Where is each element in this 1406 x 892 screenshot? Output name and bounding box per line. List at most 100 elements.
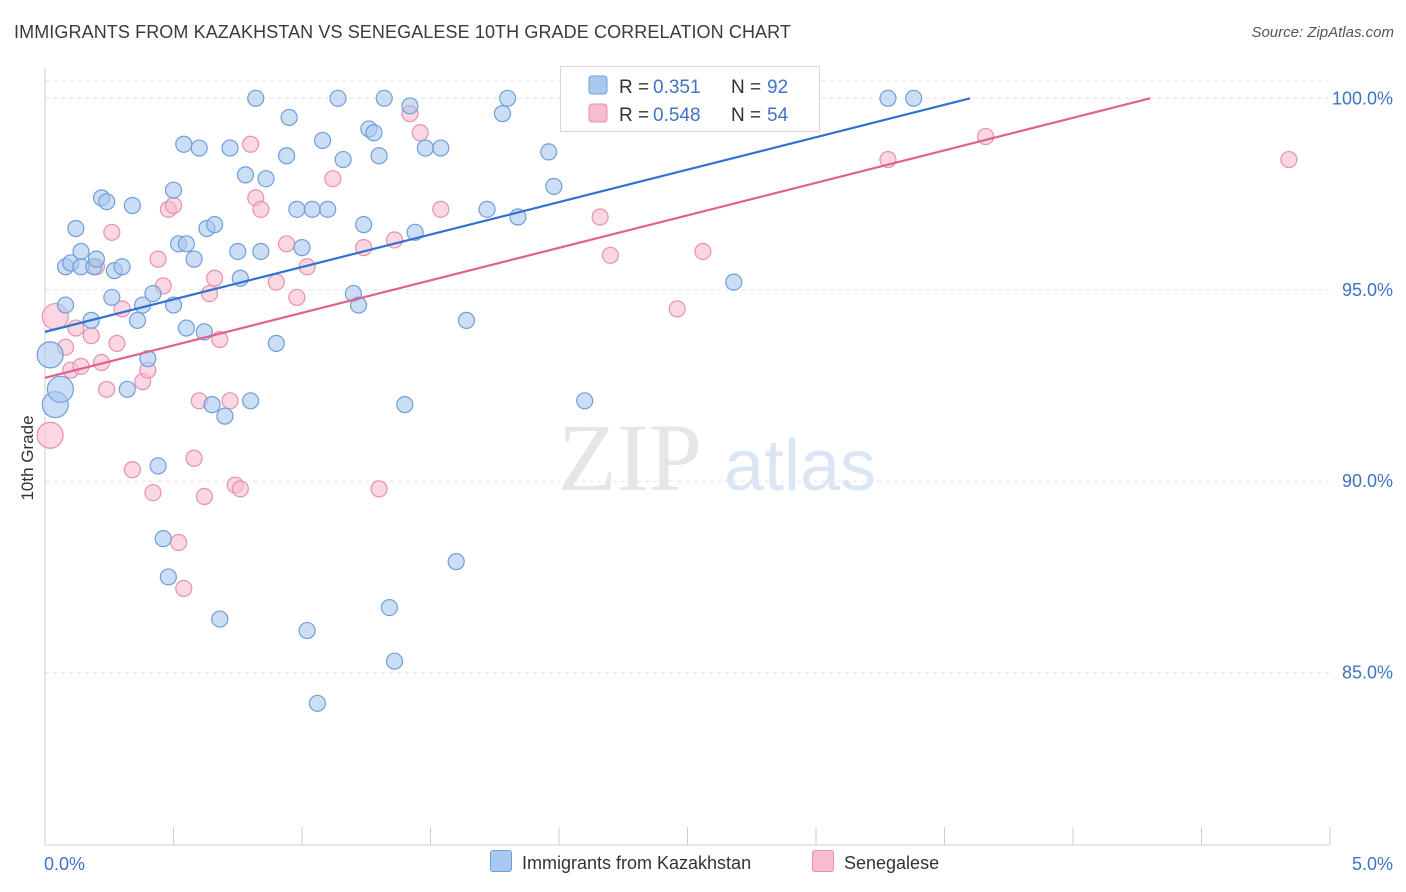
- legend-item-senegalese: Senegalese: [812, 850, 939, 874]
- kazakhstan-point: [123, 196, 141, 215]
- senegalese-point: [170, 533, 188, 552]
- kazakhstan-point: [355, 216, 373, 234]
- legend-swatch-senegalese: [812, 850, 834, 872]
- legend-label-senegalese: Senegalese: [844, 853, 940, 873]
- senegalese-point: [149, 250, 167, 268]
- kazakhstan-point: [478, 200, 496, 218]
- chart-title: IMMIGRANTS FROM KAZAKHSTAN VS SENEGALESE…: [14, 22, 792, 42]
- y-tick-label: 85.0%: [1342, 663, 1393, 683]
- kazakhstan-point: [159, 568, 177, 586]
- kazakhstan-point: [46, 375, 75, 403]
- source-label: Source: ZipAtlas.com: [1251, 24, 1394, 41]
- senegalese-point: [267, 273, 285, 291]
- kazakhstan-point: [349, 296, 368, 314]
- kazakhstan-point: [370, 147, 388, 165]
- kazakhstan-point: [499, 89, 517, 107]
- legend-label-kazakhstan: Immigrants from Kazakhstan: [522, 853, 752, 873]
- kazakhstan-point: [280, 108, 298, 127]
- kazakhstan-point: [113, 258, 131, 276]
- kazakhstan-point: [252, 242, 270, 261]
- senegalese-point: [1280, 150, 1298, 169]
- watermark: ZIP atlas: [558, 404, 876, 511]
- legend-r-label-2: R =: [619, 105, 649, 126]
- kazakhstan-point: [139, 350, 157, 368]
- kazakhstan-point: [190, 139, 208, 157]
- legend-r-label-1: R =: [619, 77, 649, 98]
- y-axis-label: 10th Grade: [18, 415, 37, 500]
- kazakhstan-point: [334, 150, 352, 169]
- kazakhstan-point: [175, 135, 193, 153]
- legend-n-value-2: 54: [767, 105, 789, 126]
- kazakhstan-point: [493, 105, 512, 123]
- kazakhstan-point: [177, 319, 195, 337]
- senegalese-point: [411, 124, 429, 142]
- senegalese-point: [195, 487, 213, 506]
- kazakhstan-point: [118, 380, 136, 398]
- senegalese-point: [252, 200, 270, 218]
- kazakhstan-point: [545, 177, 563, 195]
- kazakhstan-point: [211, 610, 229, 628]
- kazakhstan-point: [87, 250, 106, 268]
- kazakhstan-point: [257, 170, 275, 188]
- kazakhstan-point: [36, 341, 64, 369]
- legend-r-value-1: 0.351: [653, 77, 701, 98]
- kazakhstan-point: [216, 407, 234, 425]
- kazakhstan-point: [242, 392, 260, 410]
- senegalese-point: [221, 392, 239, 410]
- legend-r-value-2: 0.548: [653, 105, 701, 126]
- senegalese-point: [324, 170, 342, 188]
- kazakhstan-point: [98, 193, 116, 211]
- kazakhstan-point: [177, 235, 195, 253]
- kazakhstan-point: [236, 166, 255, 184]
- senegalese-point: [668, 300, 686, 318]
- kazakhstan-point: [879, 89, 897, 107]
- senegalese-point: [277, 235, 296, 253]
- senegalese-point: [591, 208, 609, 226]
- senegalese-point: [103, 223, 121, 241]
- kazakhstan-point: [447, 553, 465, 571]
- kazakhstan-point: [905, 89, 923, 107]
- senegalese-point: [242, 135, 260, 153]
- kazakhstan-point: [303, 200, 321, 218]
- kazakhstan-point: [206, 216, 224, 234]
- x-tick-label: 0.0%: [44, 854, 85, 874]
- legend-swatch-blue: [588, 75, 608, 95]
- legend-n-value-1: 92: [767, 77, 788, 98]
- legend-n-label-2: N =: [731, 105, 761, 126]
- senegalese-trend-line: [44, 97, 1151, 379]
- senegalese-point: [432, 200, 450, 218]
- kazakhstan-point: [540, 143, 558, 161]
- senegalese-point: [36, 421, 64, 449]
- axes: 85.0% 90.0% 95.0% 100.0% 0.0% 5.0%: [44, 68, 1393, 874]
- kazakhstan-point: [203, 396, 221, 414]
- senegalese-point: [694, 242, 712, 261]
- kazakhstan-point: [396, 396, 414, 414]
- kazakhstan-point: [725, 273, 743, 291]
- kazakhstan-point: [308, 694, 327, 712]
- legend-n-label-1: N =: [731, 77, 761, 98]
- kazakhstan-point: [72, 242, 90, 261]
- kazakhstan-point: [416, 139, 434, 157]
- senegalese-point: [185, 449, 203, 467]
- legend-item-kazakhstan: Immigrants from Kazakhstan: [490, 850, 751, 874]
- y-tick-label: 90.0%: [1342, 471, 1393, 491]
- y-tick-label: 100.0%: [1332, 88, 1393, 108]
- kazakhstan-trend-line: [44, 97, 971, 333]
- x-tick-label: 5.0%: [1352, 854, 1393, 874]
- kazakhstan-point: [432, 139, 450, 157]
- kazakhstan-point: [457, 311, 476, 329]
- kazakhstan-point: [144, 284, 162, 303]
- kazakhstan-point: [164, 181, 183, 199]
- kazakhstan-points: [36, 89, 923, 712]
- kazakhstan-point: [298, 621, 316, 640]
- senegalese-point: [82, 327, 100, 345]
- watermark-zip: ZIP: [558, 404, 702, 511]
- kazakhstan-point: [56, 296, 75, 314]
- kazakhstan-point: [293, 239, 311, 257]
- kazakhstan-point: [128, 311, 147, 329]
- kazakhstan-point: [385, 652, 404, 670]
- kazakhstan-point: [149, 457, 167, 475]
- kazakhstan-point: [401, 97, 419, 115]
- kazakhstan-point: [67, 219, 85, 238]
